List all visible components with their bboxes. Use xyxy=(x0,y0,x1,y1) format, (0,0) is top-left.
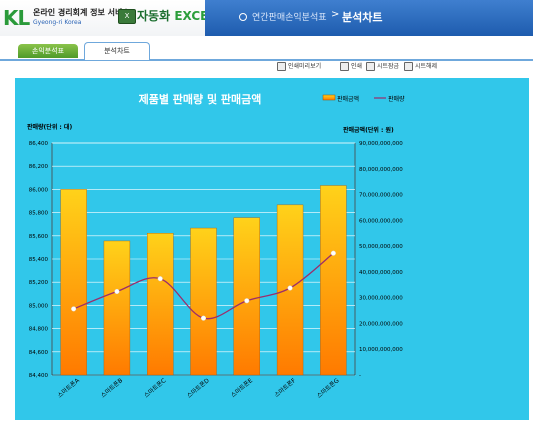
tab-analysis-chart[interactable]: 분석차트 xyxy=(84,42,150,60)
breadcrumb: 연간판매손익분석표 > 분석차트 xyxy=(205,0,533,36)
sheet-lock-label: 시트잠금 xyxy=(377,63,400,70)
y-axis-label: 판매량(단위 : 대) xyxy=(27,123,72,131)
y2-tick-label: 40,000,000,000 xyxy=(359,270,403,276)
x-tick-label: 스마트폰C xyxy=(142,376,167,399)
line-point xyxy=(287,285,293,291)
y2-axis-label: 판매금액(단위 : 원) xyxy=(343,126,394,134)
line-point xyxy=(114,288,120,295)
y-tick-label: 86,400 xyxy=(29,141,49,147)
bullet-circle-icon xyxy=(239,13,247,21)
bar xyxy=(190,227,217,376)
tab-bar xyxy=(0,40,533,61)
print-icon xyxy=(340,62,349,71)
unlock-icon xyxy=(404,62,413,71)
x-tick-label: 스마트폰B xyxy=(99,376,124,399)
y2-tick-label: 20,000,000,000 xyxy=(359,321,403,327)
legend-bar-label: 판매금액 xyxy=(337,95,359,103)
y-tick-label: 84,800 xyxy=(29,327,49,333)
y-tick-label: 85,000 xyxy=(29,303,49,309)
logo-main-text: 온라인 경리회계 정보 서비스 xyxy=(33,8,130,17)
bar xyxy=(147,233,174,376)
logo-text: KL xyxy=(3,6,30,30)
legend-bar-swatch xyxy=(322,94,336,101)
y-tick-label: 85,200 xyxy=(29,280,49,286)
y2-tick-label: 50,000,000,000 xyxy=(359,244,403,250)
print-preview-button[interactable]: 인쇄미리보기 xyxy=(277,62,321,72)
y-tick-label: 84,600 xyxy=(29,350,49,356)
print-preview-icon xyxy=(277,62,286,71)
logo-sub-text: Gyeong-ri Korea xyxy=(33,19,82,26)
x-tick-label: 스마트폰A xyxy=(56,376,82,400)
legend-line-label: 판매량 xyxy=(388,95,405,103)
sheet-lock-button[interactable]: 시트잠금 xyxy=(366,62,399,72)
y2-tick-label: 90,000,000,000 xyxy=(359,141,403,147)
excel-icon: X xyxy=(118,9,136,24)
line-point xyxy=(330,250,336,256)
y-tick-label: 85,600 xyxy=(29,234,49,240)
chart-title: 제품별 판매량 및 판매금액 xyxy=(139,92,262,106)
breadcrumb-current: 분석차트 xyxy=(342,11,383,24)
y-tick-label: 84,400 xyxy=(29,373,49,379)
excel-title-ko: 자동화 xyxy=(137,9,171,23)
y2-tick-label: 60,000,000,000 xyxy=(359,218,403,224)
x-tick-label: 스마트폰F xyxy=(273,376,298,399)
line-point xyxy=(244,298,250,304)
breadcrumb-separator: > xyxy=(331,9,340,20)
bar xyxy=(233,217,260,376)
x-tick-label: 스마트폰E xyxy=(229,376,254,399)
y-tick-label: 85,400 xyxy=(29,257,49,263)
bar xyxy=(320,185,347,376)
breadcrumb-parent[interactable]: 연간판매손익분석표 xyxy=(252,13,327,23)
y2-tick-label: 70,000,000,000 xyxy=(359,193,403,199)
bar xyxy=(60,189,87,376)
y2-tick-label: 80,000,000,000 xyxy=(359,167,403,173)
bar xyxy=(103,240,131,376)
lock-icon xyxy=(366,62,375,71)
print-button[interactable]: 인쇄 xyxy=(340,62,362,72)
line-point xyxy=(157,276,163,282)
y2-tick-label: - xyxy=(359,373,361,379)
app-header: KL 온라인 경리회계 정보 서비스 Gyeong-ri Korea X 자동화… xyxy=(0,0,533,36)
y-tick-label: 85,800 xyxy=(29,211,49,217)
y2-tick-label: 10,000,000,000 xyxy=(359,347,403,353)
sheet-unlock-button[interactable]: 시트해제 xyxy=(404,62,437,72)
print-preview-label: 인쇄미리보기 xyxy=(288,63,322,70)
sales-chart: 제품별 판매량 및 판매금액 판매금액 판매량 판매량(단위 : 대) 판매금액… xyxy=(27,92,405,400)
chart-area: 제품별 판매량 및 판매금액 판매금액 판매량 판매량(단위 : 대) 판매금액… xyxy=(15,78,529,420)
print-label: 인쇄 xyxy=(351,63,363,70)
line-point xyxy=(200,315,207,321)
y2-tick-label: 30,000,000,000 xyxy=(359,296,403,302)
y-tick-label: 86,200 xyxy=(29,164,49,170)
y-tick-label: 86,000 xyxy=(29,187,49,193)
tab-profit-analysis[interactable]: 손익분석표 xyxy=(18,44,78,58)
x-tick-label: 스마트폰G xyxy=(315,376,341,400)
kl-logo[interactable]: KL xyxy=(3,6,30,30)
line-point xyxy=(71,306,77,312)
x-tick-label: 스마트폰D xyxy=(185,376,211,400)
sheet-unlock-label: 시트해제 xyxy=(415,63,438,70)
